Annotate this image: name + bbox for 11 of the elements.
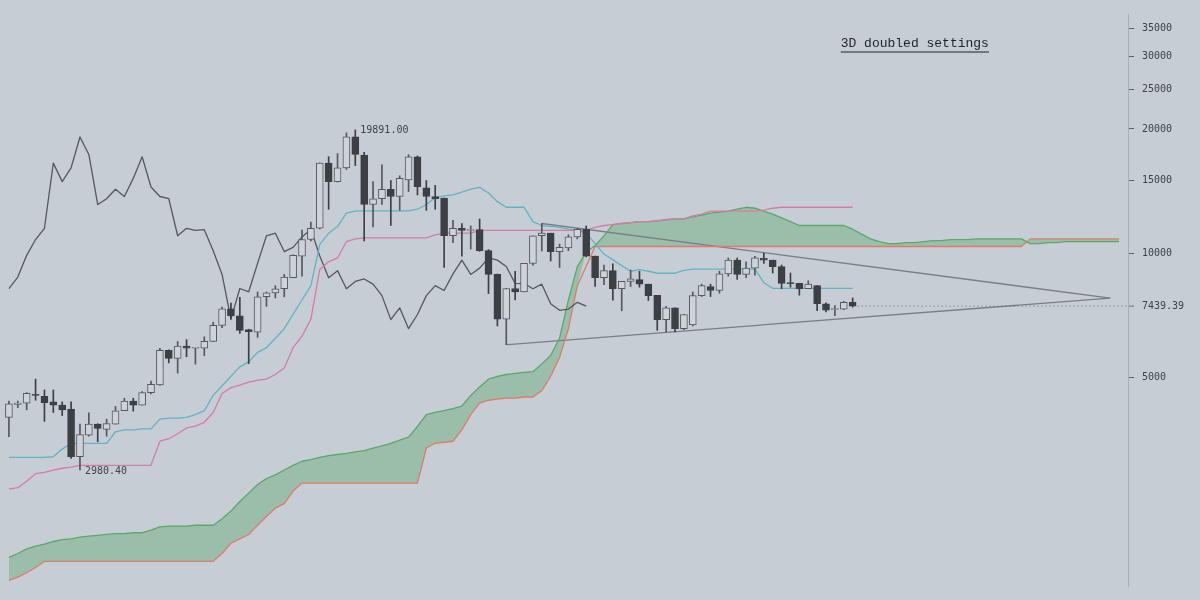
annotation: 2980.40 xyxy=(84,464,128,476)
ref-line-label: 7439.39 xyxy=(1142,299,1185,311)
y-tick-label: 15000 xyxy=(1142,174,1173,186)
y-tick-label: 5000 xyxy=(1142,370,1167,382)
text: 3D doubled settings xyxy=(840,36,989,52)
y-tick-label: 20000 xyxy=(1142,122,1173,134)
y-tick-label: 10000 xyxy=(1142,246,1173,258)
y-tick-label: 30000 xyxy=(1142,49,1173,61)
y-tick-label: 25000 xyxy=(1142,82,1173,94)
y-tick-label: 35000 xyxy=(1142,22,1173,34)
annotation: 19891.00 xyxy=(360,123,409,135)
